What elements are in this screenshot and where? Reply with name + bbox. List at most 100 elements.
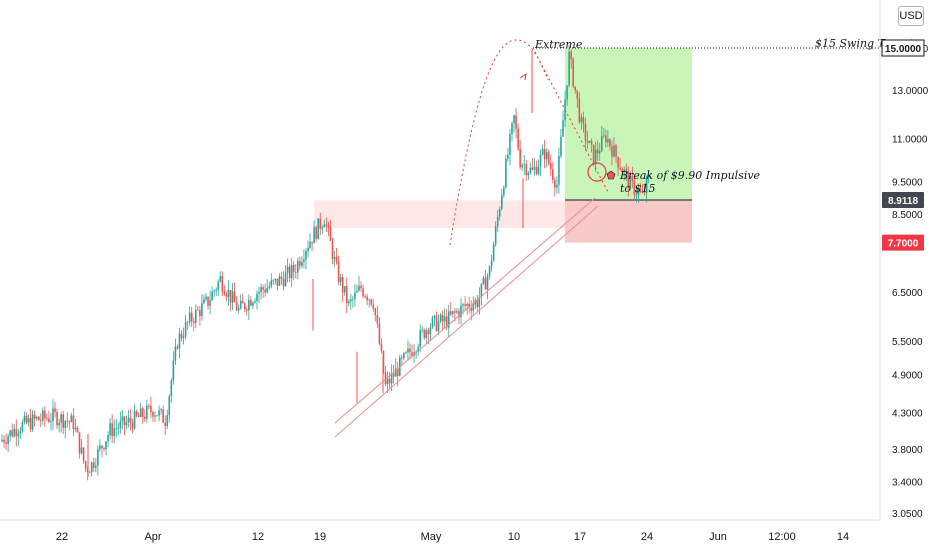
candle-body — [411, 352, 413, 357]
candle-body — [523, 164, 526, 166]
candle-body — [5, 442, 7, 444]
candle-body — [19, 431, 22, 434]
candle-body — [60, 414, 62, 423]
candle-body — [121, 416, 124, 421]
candle-body — [205, 296, 207, 300]
candle-body — [25, 415, 28, 423]
candle-body — [480, 283, 483, 297]
candle-body — [78, 432, 81, 454]
candle-body — [533, 166, 536, 170]
candle-body — [301, 261, 303, 266]
candle-body — [297, 260, 299, 273]
candle-body — [435, 315, 438, 331]
candle-body — [423, 329, 426, 338]
candle-body — [70, 415, 73, 423]
candle-body — [97, 449, 99, 466]
plot-area[interactable] — [0, 0, 880, 520]
candle-body — [592, 144, 595, 165]
candle-body — [633, 180, 636, 195]
candle-body — [537, 166, 540, 175]
candle-body — [401, 357, 403, 359]
candle-body — [552, 169, 554, 180]
candle-body — [352, 298, 354, 300]
candle-body — [384, 372, 387, 385]
candle-body — [17, 433, 20, 437]
candle-body — [515, 115, 517, 129]
candle-body — [190, 312, 193, 322]
candle-body — [337, 262, 340, 283]
candle-body — [519, 148, 521, 168]
candle-body — [476, 299, 479, 308]
candle-body — [466, 303, 468, 306]
candle-body — [33, 414, 36, 419]
candle-body — [535, 166, 538, 175]
candle-body — [615, 145, 617, 157]
target-price-tag-text: 15.0000 — [885, 44, 922, 55]
candle-body — [103, 448, 105, 450]
time-tick-label: Apr — [144, 531, 161, 543]
candle-body — [394, 368, 397, 377]
candle-body — [254, 301, 256, 303]
currency-badge[interactable]: USD — [898, 6, 924, 26]
candle-body — [115, 428, 118, 430]
candle-body — [243, 303, 246, 310]
candle-body — [95, 465, 97, 468]
candle-body — [188, 312, 191, 323]
candle-body — [392, 373, 395, 377]
candle-body — [621, 169, 623, 173]
candle-body — [560, 136, 562, 156]
candle-body — [250, 299, 252, 306]
candle-body — [641, 192, 644, 193]
candle-body — [105, 441, 107, 450]
candle-body — [417, 346, 419, 352]
descending-trendline — [534, 51, 609, 193]
candle-body — [578, 98, 581, 122]
candle-body — [150, 405, 152, 412]
time-tick-label: 24 — [641, 531, 653, 543]
candle-body — [290, 264, 293, 279]
candle-body — [129, 417, 132, 423]
candle-body — [348, 301, 350, 304]
candle-body — [380, 343, 383, 351]
candle-body — [135, 411, 138, 416]
candle-body — [111, 423, 113, 437]
break-annotation-line1: Break of $9.90 Impulsive — [619, 169, 761, 182]
candle-body — [378, 323, 381, 344]
candle-body — [386, 378, 389, 385]
candle-body — [76, 427, 79, 433]
candle-body — [484, 277, 487, 290]
current-price-tag-bg — [882, 191, 924, 208]
candle-body — [339, 277, 342, 283]
candle-body — [123, 416, 126, 426]
candle-body — [93, 462, 95, 468]
candle-body — [350, 299, 352, 302]
candle-body — [246, 309, 248, 311]
candle-body — [390, 373, 393, 384]
candle-body — [158, 410, 160, 416]
candle-body — [576, 90, 579, 99]
candle-body — [160, 409, 162, 411]
candle-body — [207, 296, 209, 306]
candle-body — [437, 321, 440, 331]
candle-body — [625, 169, 628, 172]
candle-body — [321, 227, 324, 229]
candle-body — [574, 86, 577, 91]
candle-body — [525, 164, 528, 176]
candle-body — [288, 266, 291, 279]
candle-body — [611, 146, 613, 157]
candle-body — [445, 316, 448, 328]
candle-body — [180, 333, 183, 339]
candle-body — [248, 299, 250, 311]
candle-body — [607, 139, 609, 143]
price-tick-label: 5.5000 — [892, 337, 923, 348]
candle-body — [627, 171, 630, 188]
candle-body — [566, 85, 568, 100]
candle-body — [50, 420, 52, 422]
candle-body — [82, 447, 85, 462]
candle-body — [27, 418, 30, 423]
price-tick-label: 3.0500 — [892, 509, 923, 520]
candle-body — [68, 421, 71, 423]
candle-body — [588, 140, 591, 143]
